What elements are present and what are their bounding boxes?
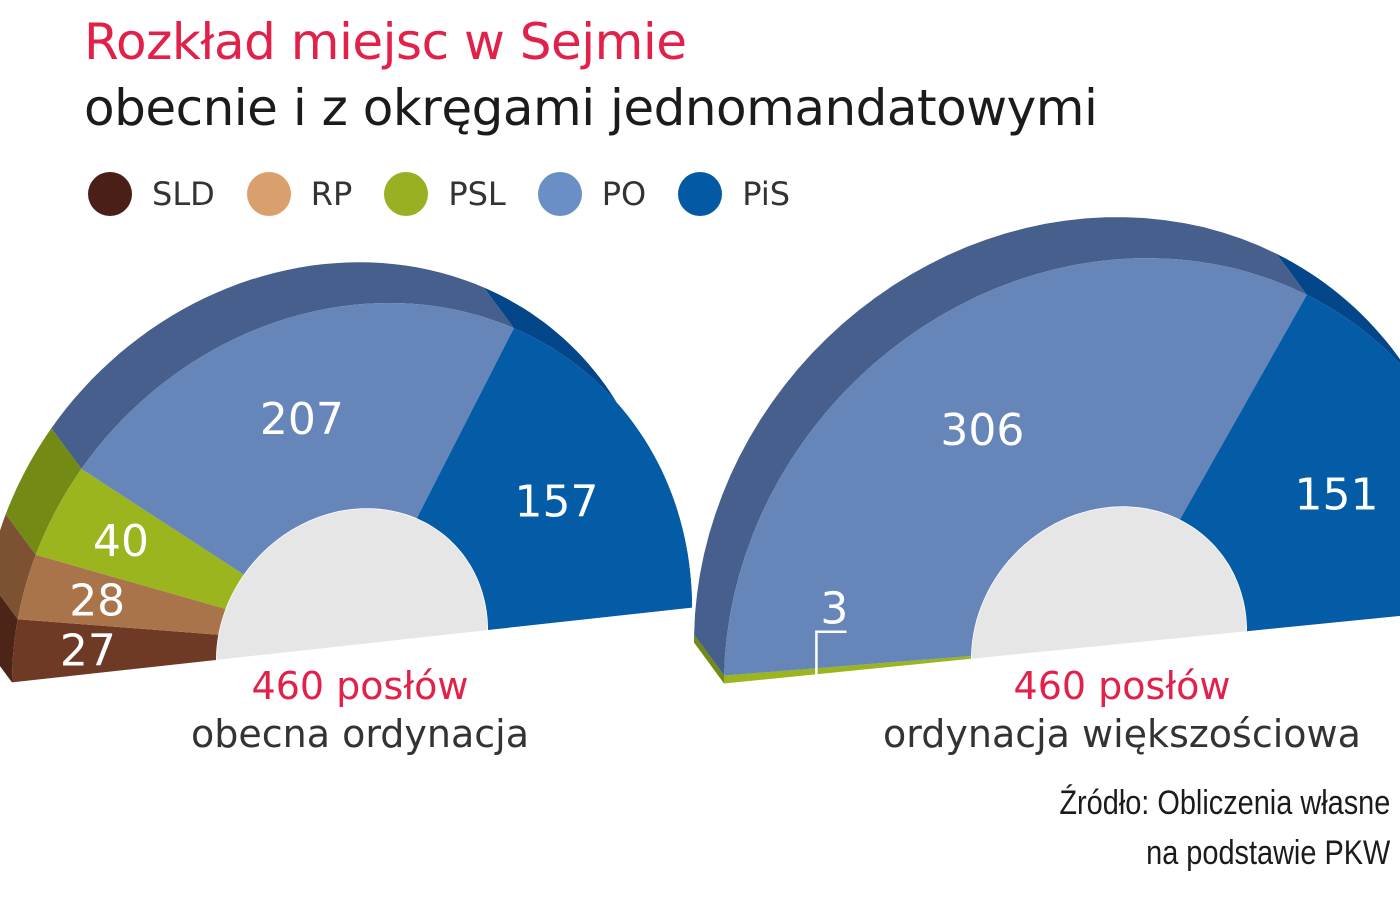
chart-1-total: 460 posłów [251, 664, 469, 708]
legend-item-psl: PSL [384, 172, 506, 216]
legend: SLD RP PSL PO PiS [88, 168, 822, 220]
value-label-psl: 3 [820, 584, 848, 635]
side-psl [694, 634, 725, 684]
center-hole [971, 507, 1247, 659]
side-rp [0, 514, 36, 620]
legend-label-sld: SLD [152, 175, 215, 213]
value-label-rp: 28 [69, 576, 125, 627]
chart-subtitle: obecnie i z okręgami jednomandatowymi [84, 79, 1098, 137]
value-label-psl: 40 [93, 516, 149, 567]
source-line-1: Źródło: Obliczenia własne [1059, 784, 1390, 822]
chart-1-ordinance-label: obecna ordynacja [190, 712, 529, 756]
slice-pis [416, 328, 692, 630]
source-note: Źródło: Obliczenia własne na podstawie P… [1059, 778, 1390, 878]
value-label-po: 207 [260, 394, 344, 445]
legend-item-sld: SLD [88, 172, 215, 216]
legend-swatch-sld [88, 172, 132, 216]
legend-item-pis: PiS [678, 172, 790, 216]
legend-swatch-rp [246, 172, 291, 216]
side-pis [1276, 253, 1400, 364]
legend-item-rp: RP [246, 172, 353, 216]
center-hole [216, 508, 488, 660]
label-leader [815, 630, 847, 678]
chart-majority-ordinance: 3 306 151 [694, 217, 1400, 684]
legend-item-po: PO [537, 172, 647, 216]
slice-pis [1179, 294, 1400, 632]
slice-psl [724, 656, 971, 684]
legend-label-rp: RP [310, 175, 353, 213]
value-label-pis: 157 [515, 477, 599, 528]
legend-label-psl: PSL [448, 175, 506, 213]
slice-po [81, 303, 514, 575]
legend-swatch-pis [678, 172, 723, 216]
slice-psl [35, 468, 244, 609]
slice-po [724, 258, 1307, 676]
side-po [694, 217, 1307, 676]
value-label-pis: 151 [1295, 469, 1379, 520]
side-psl [5, 428, 82, 555]
side-sld [0, 595, 18, 683]
legend-swatch-psl [384, 172, 429, 216]
legend-swatch-po [537, 172, 582, 216]
side-po [51, 262, 514, 469]
slice-sld [12, 619, 219, 683]
slice-rp [17, 554, 226, 635]
value-label-sld: 27 [60, 626, 116, 677]
source-line-2: na podstawie PKW [1145, 834, 1390, 872]
chart-2-total: 460 posłów [1013, 664, 1231, 708]
legend-label-po: PO [601, 175, 647, 213]
value-label-po: 306 [940, 405, 1024, 456]
chart-2-ordinance-label: ordynacja większościowa [883, 712, 1361, 756]
chart-title: Rozkład miejsc w Sejmie [84, 13, 687, 71]
legend-label-pis: PiS [742, 175, 791, 213]
